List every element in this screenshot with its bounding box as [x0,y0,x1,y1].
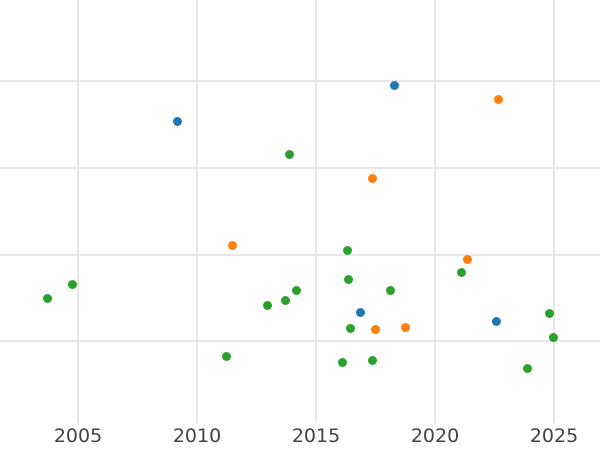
data-point-green [262,300,272,310]
data-point-green [280,295,290,305]
data-point-green [42,293,52,303]
x-tick-label: 2015 [291,425,341,447]
x-tick-label: 2020 [410,425,460,447]
data-point-green [221,351,231,361]
data-point-orange [493,94,503,104]
data-point-blue [172,116,182,126]
data-point-green [291,285,301,295]
data-point-green [548,332,558,342]
gridline-horizontal [0,167,600,169]
data-point-blue [355,307,365,317]
data-point-green [284,149,294,159]
data-point-green [544,308,554,318]
x-tick-label: 2010 [172,425,222,447]
gridline-horizontal [0,340,600,342]
data-point-orange [367,173,377,183]
x-tick-label: 2005 [53,425,103,447]
data-point-green [345,323,355,333]
gridline-vertical [434,0,436,423]
gridline-vertical [315,0,317,423]
gridline-horizontal [0,80,600,82]
data-point-orange [400,322,410,332]
data-point-green [367,355,377,365]
gridline-vertical [196,0,198,423]
data-point-green [343,274,353,284]
gridline-vertical [77,0,79,423]
data-point-orange [370,324,380,334]
data-point-orange [462,254,472,264]
x-tick-label: 2025 [529,425,579,447]
data-point-green [522,363,532,373]
plot-area [0,0,600,423]
data-point-orange [227,240,237,250]
data-point-green [337,357,347,367]
gridline-horizontal [0,254,600,256]
data-point-green [342,245,352,255]
data-point-green [385,285,395,295]
data-point-blue [491,316,501,326]
gridline-vertical [553,0,555,423]
data-point-green [67,279,77,289]
data-point-green [456,267,466,277]
data-point-blue [389,80,399,90]
